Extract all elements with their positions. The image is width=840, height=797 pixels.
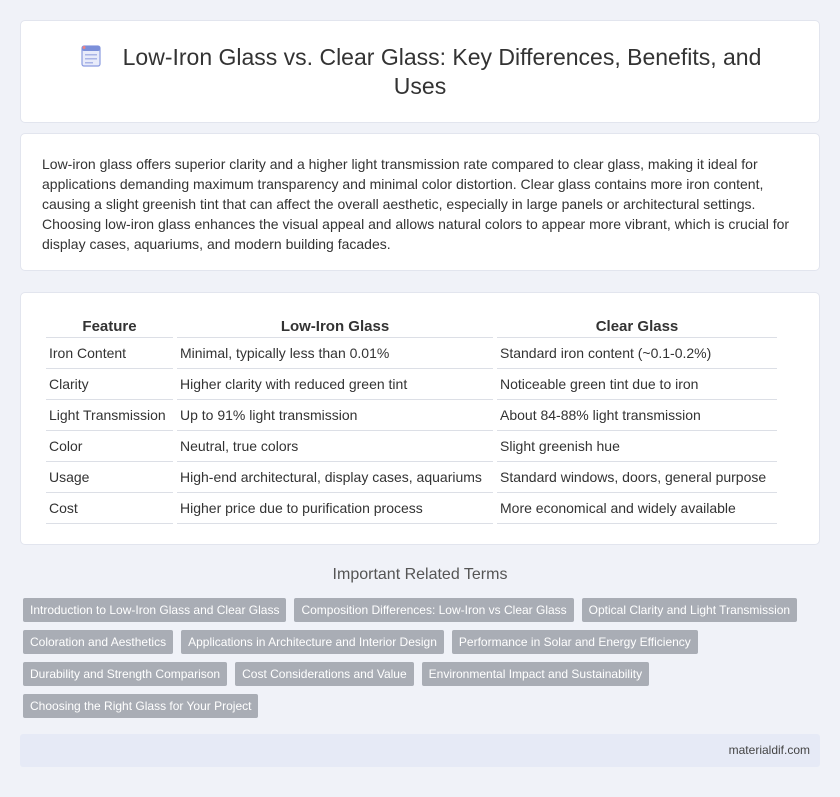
table-cell: Cost — [46, 493, 173, 524]
intro-card: Low-iron glass offers superior clarity a… — [20, 133, 820, 271]
table-cell: Minimal, typically less than 0.01% — [177, 338, 493, 369]
related-term-tag[interactable]: Composition Differences: Low-Iron vs Cle… — [294, 598, 574, 622]
related-term-tag[interactable]: Durability and Strength Comparison — [23, 662, 228, 686]
page-title-wrap: Low-Iron Glass vs. Clear Glass: Key Diff… — [61, 43, 779, 101]
table-cell: Light Transmission — [46, 400, 173, 431]
related-term-tag[interactable]: Cost Considerations and Value — [235, 662, 414, 686]
table-row: Clarity Higher clarity with reduced gree… — [46, 369, 777, 400]
related-term-tag[interactable]: Choosing the Right Glass for Your Projec… — [23, 694, 259, 718]
table-row: Usage High-end architectural, display ca… — [46, 462, 777, 493]
table-cell: Standard iron content (~0.1-0.2%) — [497, 338, 777, 369]
related-term-tag[interactable]: Introduction to Low-Iron Glass and Clear… — [23, 598, 287, 622]
table-row: Color Neutral, true colors Slight greeni… — [46, 431, 777, 462]
table-cell: Higher price due to purification process — [177, 493, 493, 524]
table-cell: Clarity — [46, 369, 173, 400]
table-cell: Noticeable green tint due to iron — [497, 369, 777, 400]
table-cell: High-end architectural, display cases, a… — [177, 462, 493, 493]
table-cell: Up to 91% light transmission — [177, 400, 493, 431]
table-row: Iron Content Minimal, typically less tha… — [46, 338, 777, 369]
document-icon — [79, 44, 103, 68]
related-terms-list: Introduction to Low-Iron Glass and Clear… — [23, 598, 803, 718]
comparison-table-card: Feature Low-Iron Glass Clear Glass Iron … — [20, 292, 820, 545]
related-term-tag[interactable]: Environmental Impact and Sustainability — [421, 662, 650, 686]
table-row: Cost Higher price due to purification pr… — [46, 493, 777, 524]
column-header-low-iron: Low-Iron Glass — [177, 315, 493, 338]
footer-site-name: materialdif.com — [728, 743, 810, 757]
table-cell: Slight greenish hue — [497, 431, 777, 462]
table-cell: Higher clarity with reduced green tint — [177, 369, 493, 400]
table-row: Light Transmission Up to 91% light trans… — [46, 400, 777, 431]
comparison-table: Feature Low-Iron Glass Clear Glass Iron … — [42, 315, 781, 524]
table-cell: Iron Content — [46, 338, 173, 369]
table-cell: About 84-88% light transmission — [497, 400, 777, 431]
table-cell: Usage — [46, 462, 173, 493]
table-cell: Neutral, true colors — [177, 431, 493, 462]
table-cell: Standard windows, doors, general purpose — [497, 462, 777, 493]
related-term-tag[interactable]: Applications in Architecture and Interio… — [181, 630, 444, 654]
column-header-clear: Clear Glass — [497, 315, 777, 338]
table-header-row: Feature Low-Iron Glass Clear Glass — [46, 315, 777, 338]
table-cell: More economical and widely available — [497, 493, 777, 524]
footer-bar: materialdif.com — [20, 734, 820, 767]
header-card: Low-Iron Glass vs. Clear Glass: Key Diff… — [20, 20, 820, 123]
related-terms-title: Important Related Terms — [332, 566, 508, 583]
related-term-tag[interactable]: Optical Clarity and Light Transmission — [581, 598, 798, 622]
related-term-tag[interactable]: Coloration and Aesthetics — [23, 630, 174, 654]
table-cell: Color — [46, 431, 173, 462]
related-term-tag[interactable]: Performance in Solar and Energy Efficien… — [451, 630, 698, 654]
page-title: Low-Iron Glass vs. Clear Glass: Key Diff… — [122, 44, 762, 99]
column-header-feature: Feature — [46, 315, 173, 338]
intro-paragraph: Low-iron glass offers superior clarity a… — [42, 156, 790, 252]
